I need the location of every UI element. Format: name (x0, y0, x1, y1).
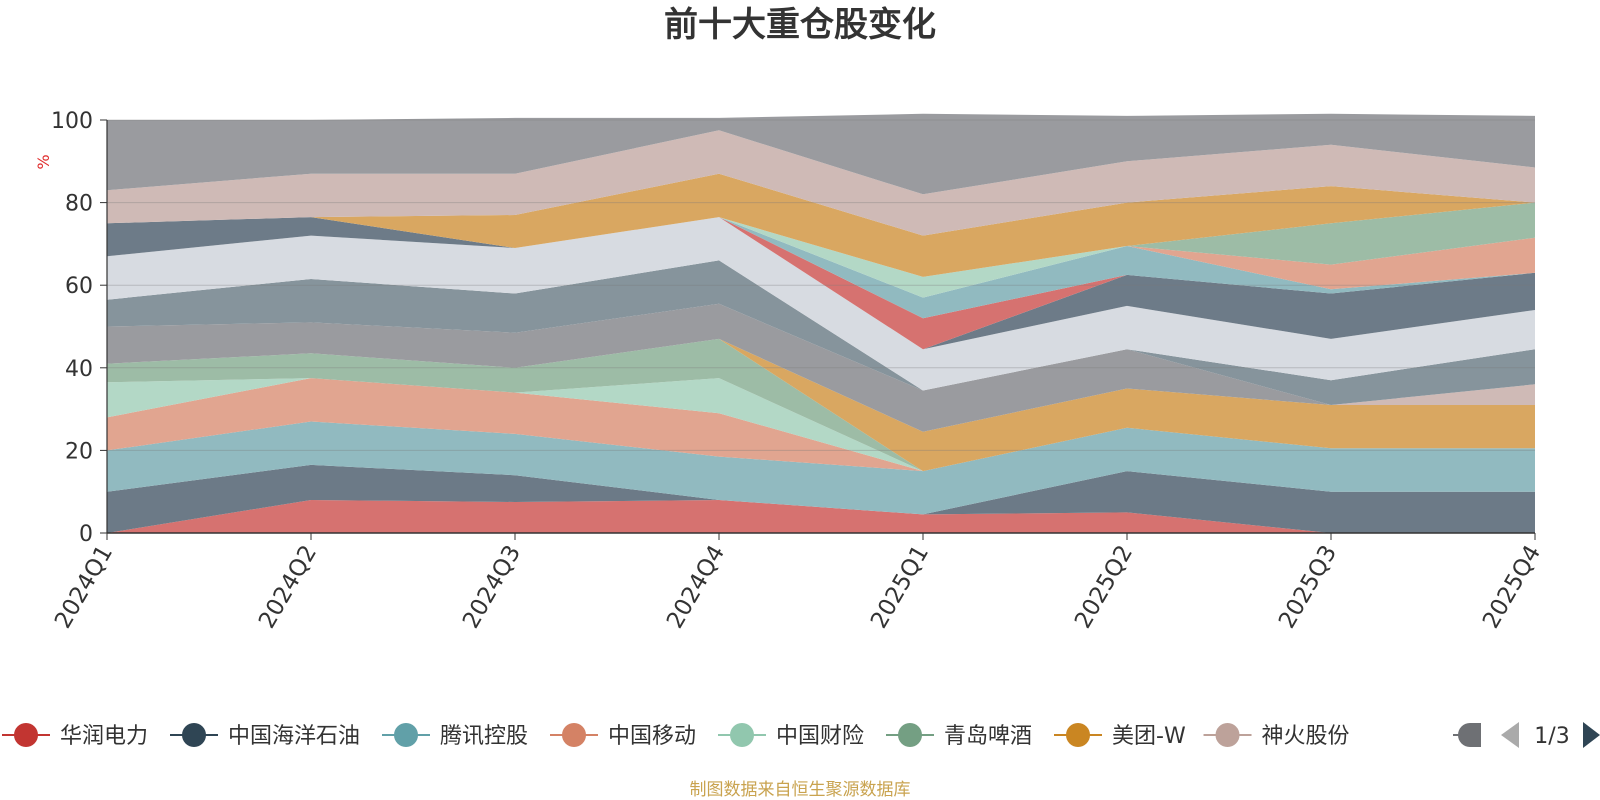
legend-item-8[interactable]: 神火股份 (1203, 723, 1350, 749)
area-series-1 (107, 500, 1535, 533)
y-tick-label: 60 (65, 274, 93, 299)
legend-label: 华润电力 (60, 724, 148, 749)
legend-marker (898, 723, 922, 747)
area-series-11 (107, 217, 1535, 391)
legend-item-5[interactable]: 中国财险 (718, 723, 864, 749)
area-series-9 (107, 303, 1535, 432)
chart-title: 前十大重仓股变化 (664, 5, 936, 45)
legend-item-3[interactable]: 腾讯控股 (382, 723, 528, 749)
legend-label: 腾讯控股 (440, 724, 528, 749)
area-series-18 (107, 173, 1535, 277)
legend-label: 中国海洋石油 (228, 724, 360, 749)
x-tick-label: 2024Q4 (662, 541, 730, 633)
y-tick-label: 100 (51, 109, 93, 134)
chart-footer: 制图数据来自恒生聚源数据库 (690, 780, 911, 800)
area-series-10 (107, 260, 1535, 405)
legend-item-6[interactable]: 青岛啤酒 (886, 723, 1032, 749)
x-tick-label: 2024Q1 (50, 541, 118, 633)
area-layers (107, 113, 1535, 533)
legend-marker (394, 723, 418, 747)
area-series-2 (107, 464, 1535, 533)
area-series-15 (107, 217, 1535, 298)
legend-label: 神火股份 (1262, 724, 1350, 749)
y-tick-label: 20 (65, 439, 93, 464)
x-tick-label: 2025Q2 (1070, 541, 1138, 633)
area-series-20 (107, 113, 1535, 195)
legend-marker-partial (1458, 723, 1481, 747)
area-series-3 (107, 421, 1535, 515)
x-tick-label: 2024Q2 (254, 541, 322, 633)
legend-marker (1066, 723, 1090, 747)
legend-marker (182, 723, 206, 747)
legend-prev-icon[interactable] (1501, 722, 1519, 748)
legend-marker (14, 723, 38, 747)
x-tick-label: 2025Q4 (1478, 541, 1546, 633)
legend-item-4[interactable]: 中国移动 (550, 723, 696, 749)
area-series-12 (107, 217, 1535, 350)
area-series-7 (107, 338, 1535, 472)
legend-item-1[interactable]: 华润电力 (2, 723, 148, 749)
legend-next-icon[interactable] (1583, 722, 1600, 748)
area-series-16 (107, 217, 1535, 298)
gridlines (107, 119, 1535, 451)
legend-label: 青岛啤酒 (944, 724, 1032, 749)
y-tick-label: 0 (79, 522, 93, 547)
legend-marker (1215, 723, 1240, 747)
legend-marker (562, 723, 586, 747)
legend-page-indicator: 1/3 (1534, 724, 1569, 749)
x-tick-label: 2025Q3 (1274, 541, 1342, 633)
legend-item-2[interactable]: 中国海洋石油 (170, 723, 360, 749)
x-tick-label: 2025Q1 (866, 541, 934, 633)
area-series-17 (107, 202, 1535, 277)
legend-label: 中国移动 (608, 724, 696, 749)
legend-item-7[interactable]: 美团-W (1054, 723, 1186, 749)
y-tick-label: 40 (65, 357, 93, 382)
legend-marker (730, 723, 754, 747)
legend-label: 中国财险 (776, 724, 864, 749)
area-series-4 (107, 378, 1535, 472)
x-tick-label: 2024Q3 (458, 541, 526, 633)
legend[interactable]: 华润电力 中国海洋石油 腾讯控股 中国移动 中国财险 青岛啤酒 美团-W 神火股份 1/3 (2, 722, 1600, 749)
y-axis-label: % (34, 154, 53, 169)
area-series-19 (107, 130, 1535, 236)
y-tick-label: 80 (65, 192, 93, 217)
legend-label: 美团-W (1112, 724, 1186, 749)
